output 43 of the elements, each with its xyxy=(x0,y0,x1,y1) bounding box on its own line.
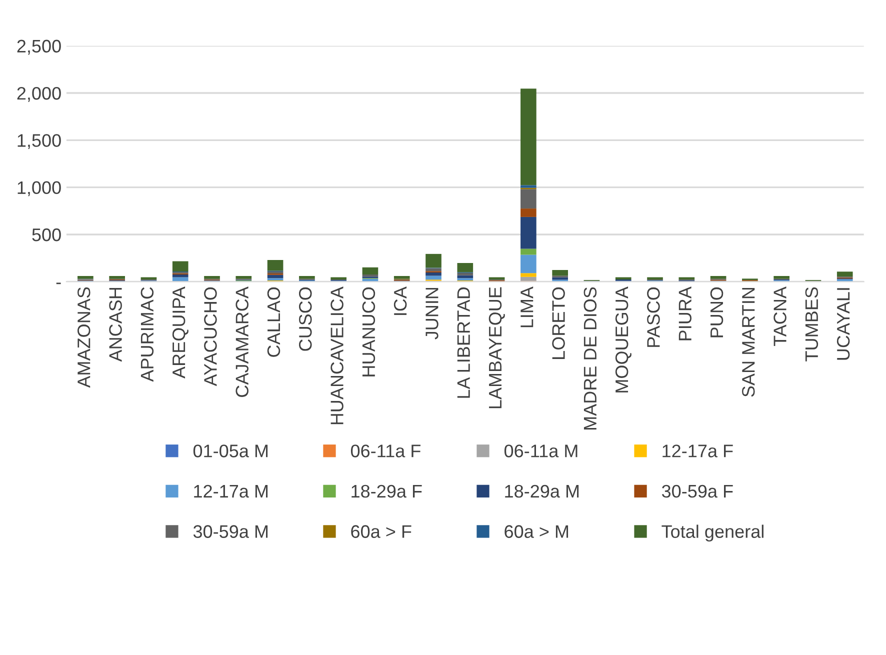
legend-label: 12-17a M xyxy=(194,484,268,498)
x-tick-label: ICA xyxy=(394,286,407,315)
legend-label: 06-11a F xyxy=(350,444,420,458)
y-tick-label: 2,500 xyxy=(17,40,61,55)
x-tick-label: PASCO xyxy=(647,287,660,347)
x-tick-label: TUMBES xyxy=(805,287,818,362)
x-tick-label: AYACUCHO xyxy=(204,287,217,386)
legend-label: Total general xyxy=(662,524,764,542)
x-tick-label: CAJAMARCA xyxy=(236,286,248,397)
legend-label: 18-29a M xyxy=(505,484,579,498)
x-tick-label: LA LIBERTAD xyxy=(457,287,470,398)
x-tick-label: APURIMAC xyxy=(140,287,154,382)
x-tick-label: ANCASH xyxy=(109,288,122,362)
x-tick-label: HUANUCO xyxy=(362,287,376,376)
x-tick-label: TACNA xyxy=(774,286,786,346)
x-tick-label: MADRE DE DIOS xyxy=(584,287,597,430)
x-tick-label: LIMA xyxy=(520,286,534,328)
y-tick-label: 2,000 xyxy=(17,86,61,102)
legend-label: 06-11a M xyxy=(504,444,578,458)
y-tick-label: - xyxy=(56,282,61,284)
y-tick-label: 1,500 xyxy=(18,134,61,150)
x-tick-label: JUNIN xyxy=(426,288,438,340)
x-tick-label: SAN MARTIN xyxy=(742,288,755,397)
y-tick-label: 500 xyxy=(32,228,61,242)
x-tick-label: LAMBAYEQUE xyxy=(488,287,505,408)
legend-label: 30-59a M xyxy=(193,525,268,538)
x-tick-label: PUNO xyxy=(710,287,724,338)
x-tick-label: PIURA xyxy=(678,286,692,340)
x-tick-label: MOQUEGUA xyxy=(615,286,632,392)
x-tick-label: HUANCAVELICA xyxy=(330,286,344,424)
x-tick-label: CUSCO xyxy=(298,287,312,351)
y-tick-label: 1,000 xyxy=(18,181,61,196)
legend-label: 60a > M xyxy=(504,525,568,538)
legend-label: 01-05a M xyxy=(193,444,268,458)
x-tick-label: AREQUIPA xyxy=(172,286,188,378)
x-tick-label: UCAYALI xyxy=(836,288,850,360)
x-tick-label: LORETO xyxy=(552,287,565,359)
legend-label: 30-59a F xyxy=(662,484,733,498)
legend-label: 60a > F xyxy=(351,525,412,538)
x-tick-label: AMAZONAS xyxy=(77,287,90,388)
x-tick-label: CALLAO xyxy=(267,287,280,357)
legend-label: 18-29a F xyxy=(352,484,422,498)
legend-label: 12-17a F xyxy=(662,444,733,458)
